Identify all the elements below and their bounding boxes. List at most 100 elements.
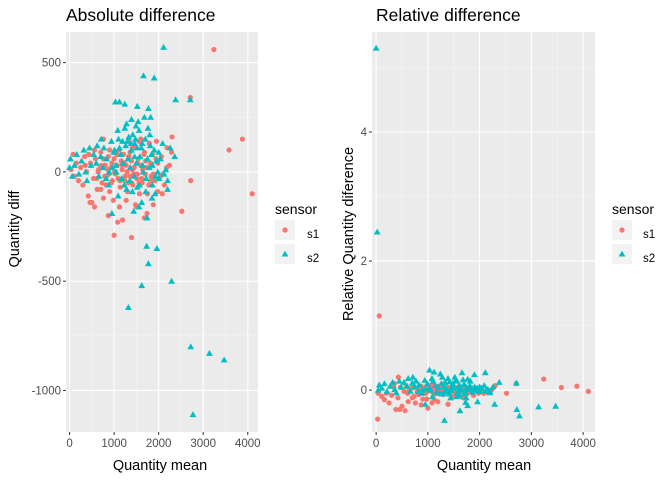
data-point-s1 — [122, 173, 128, 179]
data-point-s2 — [148, 151, 155, 157]
data-point-s2 — [82, 168, 90, 175]
data-point-s1 — [166, 162, 172, 168]
data-point-s1 — [100, 195, 107, 201]
data-point-s2 — [151, 190, 159, 197]
data-point-s2 — [132, 122, 140, 129]
x-tick-label: 2000 — [467, 438, 493, 450]
data-point-s2 — [411, 383, 419, 390]
data-point-s1 — [412, 400, 419, 406]
data-point-s2 — [468, 385, 476, 392]
data-point-s1 — [558, 384, 564, 391]
data-point-s1 — [111, 156, 117, 162]
data-point-s2 — [461, 387, 469, 394]
data-point-s2 — [164, 177, 171, 184]
data-point-s2 — [456, 392, 464, 399]
series-s2 — [66, 43, 228, 418]
data-point-s1 — [80, 182, 86, 188]
data-point-s2 — [145, 260, 152, 267]
data-point-s2 — [116, 98, 123, 105]
data-point-s2 — [535, 403, 543, 410]
data-point-s2 — [378, 384, 386, 391]
data-point-s2 — [119, 159, 127, 166]
data-point-s2 — [464, 402, 472, 409]
data-point-s2 — [516, 412, 523, 419]
data-point-s2 — [430, 368, 438, 375]
legend-label-s1: s1 — [307, 229, 319, 241]
data-point-s1 — [148, 178, 154, 184]
data-point-s1 — [574, 383, 580, 389]
data-point-s2 — [137, 144, 145, 151]
y-tick-label: -500 — [38, 276, 61, 288]
data-point-s2 — [447, 394, 455, 401]
data-point-s1 — [239, 136, 246, 142]
data-point-s2 — [131, 153, 139, 160]
data-point-s2 — [495, 378, 503, 385]
data-point-s1 — [119, 217, 126, 223]
data-point-s2 — [99, 164, 107, 171]
data-point-s2 — [408, 379, 416, 386]
data-point-s2 — [144, 155, 151, 162]
data-point-s2 — [121, 100, 129, 107]
data-point-s2 — [460, 380, 468, 387]
data-point-s1 — [91, 147, 98, 153]
relative-difference-panel: 0 1000 2000 3000 4000 0 2 4 Relative difference… — [341, 5, 655, 474]
data-point-s2 — [95, 172, 103, 179]
data-point-s2 — [160, 170, 168, 177]
data-point-s2 — [145, 164, 153, 171]
data-point-s2 — [403, 382, 411, 389]
data-point-s2 — [124, 304, 132, 310]
data-point-s2 — [392, 389, 400, 396]
data-point-s2 — [114, 192, 122, 199]
data-point-s2 — [139, 168, 147, 175]
data-point-s1 — [150, 202, 156, 208]
data-point-s2 — [406, 387, 414, 394]
data-point-s2 — [438, 373, 446, 380]
data-point-s2 — [146, 142, 154, 149]
data-point-s2 — [123, 185, 130, 192]
legend-label-s1: s1 — [643, 229, 655, 241]
data-point-s2 — [142, 175, 150, 181]
data-point-s2 — [135, 126, 143, 133]
data-point-s1 — [86, 151, 92, 158]
x-tick-label: 1000 — [101, 438, 127, 450]
data-point-s2 — [164, 185, 171, 192]
data-point-s1 — [132, 202, 139, 208]
x-tick-label: 1000 — [415, 438, 441, 450]
x-tick-label: 0 — [373, 438, 379, 450]
data-point-s1 — [116, 204, 123, 210]
data-point-s2 — [513, 406, 521, 412]
data-point-s2 — [187, 343, 195, 350]
data-point-s1 — [136, 191, 143, 197]
data-point-s1 — [169, 134, 175, 140]
data-point-s1 — [98, 186, 104, 192]
data-point-s2 — [102, 175, 110, 181]
y-tick-label: 4 — [361, 127, 368, 139]
data-point-s2 — [446, 378, 454, 385]
y-tick-label: 0 — [55, 167, 61, 179]
data-point-s2 — [144, 124, 152, 131]
data-point-s2 — [552, 402, 560, 409]
data-point-s2 — [471, 371, 478, 378]
data-point-s2 — [434, 384, 442, 391]
data-point-s2 — [92, 159, 100, 166]
data-point-s2 — [472, 387, 480, 394]
data-point-s2 — [132, 135, 139, 142]
legend-key-s2 — [618, 250, 626, 257]
data-point-s2 — [428, 375, 436, 382]
data-point-s1 — [82, 153, 88, 160]
data-point-s2 — [146, 131, 154, 138]
data-point-s2 — [67, 155, 74, 162]
x-tick-label: 2000 — [146, 438, 172, 450]
data-point-s1 — [405, 399, 411, 405]
data-point-s2 — [124, 155, 132, 162]
data-point-s2 — [152, 172, 159, 179]
data-point-s2 — [153, 157, 160, 164]
data-point-s1 — [375, 416, 381, 422]
data-point-s1 — [386, 400, 392, 406]
data-point-s2 — [491, 400, 499, 407]
data-point-s2 — [476, 387, 484, 394]
data-point-s1 — [226, 147, 232, 153]
data-point-s1 — [168, 149, 175, 155]
data-point-s2 — [220, 356, 228, 363]
